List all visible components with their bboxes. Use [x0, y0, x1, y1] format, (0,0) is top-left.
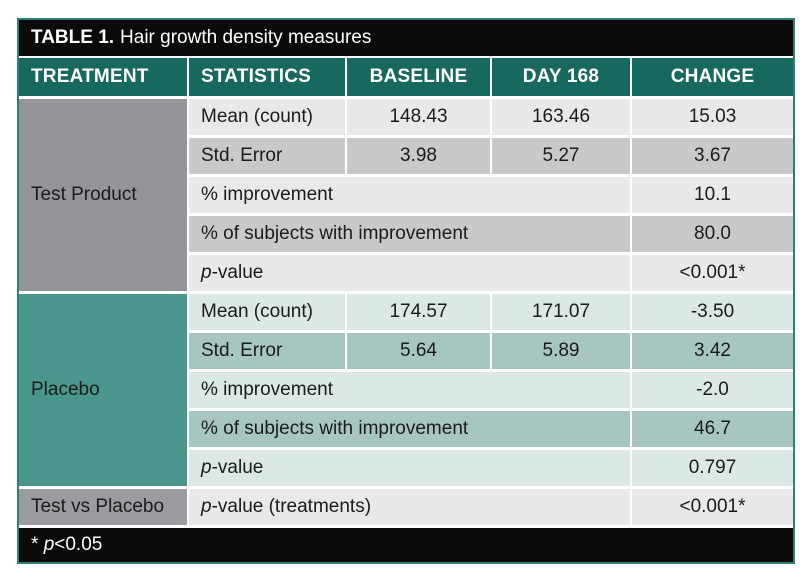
stat-label: Std. Error: [189, 138, 345, 174]
col-header-baseline: BASELINE: [347, 58, 490, 96]
col-header-change: CHANGE: [632, 58, 793, 96]
stat-label: p -value: [189, 450, 630, 486]
day168-value: 171.07: [492, 294, 630, 330]
stat-label: p -value (treatments): [189, 489, 630, 525]
table-row: % of subjects with improvement 80.0: [189, 216, 793, 252]
col-header-statistics: STATISTICS: [189, 58, 345, 96]
table-row: p -value <0.001*: [189, 255, 793, 291]
day168-value: 5.27: [492, 138, 630, 174]
p-rest: -value: [211, 457, 264, 478]
change-value: 46.7: [632, 411, 793, 447]
section-test-product: Test Product Mean (count) 148.43 163.46 …: [19, 99, 793, 291]
footnote-bar: * p <0.05: [19, 528, 793, 562]
stat-label: Std. Error: [189, 333, 345, 369]
stat-label: % improvement: [189, 177, 630, 213]
stat-label: % of subjects with improvement: [189, 411, 630, 447]
stat-label: Mean (count): [189, 294, 345, 330]
baseline-value: 174.57: [347, 294, 490, 330]
table-row: Std. Error 5.64 5.89 3.42: [189, 333, 793, 369]
table-row: % of subjects with improvement 46.7: [189, 411, 793, 447]
table-row: Std. Error 3.98 5.27 3.67: [189, 138, 793, 174]
change-value: <0.001*: [632, 255, 793, 291]
stat-label: % of subjects with improvement: [189, 216, 630, 252]
baseline-value: 5.64: [347, 333, 490, 369]
column-header-row: TREATMENT STATISTICS BASELINE DAY 168 CH…: [19, 58, 793, 96]
change-value: 3.67: [632, 138, 793, 174]
day168-value: 163.46: [492, 99, 630, 135]
day168-value: 5.89: [492, 333, 630, 369]
stat-label: Mean (count): [189, 99, 345, 135]
change-value: 3.42: [632, 333, 793, 369]
treatment-label-test-product: Test Product: [19, 99, 187, 291]
change-value: 15.03: [632, 99, 793, 135]
table-number: TABLE 1.: [31, 27, 115, 48]
p-italic: p: [201, 457, 212, 478]
stat-label: p -value: [189, 255, 630, 291]
table-row: % improvement 10.1: [189, 177, 793, 213]
footnote-asterisk: *: [31, 534, 44, 555]
treatment-label-placebo: Placebo: [19, 294, 187, 486]
table-title: Hair growth density measures: [120, 27, 372, 48]
change-value: 10.1: [632, 177, 793, 213]
section-test-vs-placebo: Test vs Placebo p -value (treatments) <0.…: [19, 489, 793, 525]
section-placebo: Placebo Mean (count) 174.57 171.07 -3.50…: [19, 294, 793, 486]
footnote-p-italic: p: [43, 534, 55, 555]
p-italic: p: [201, 262, 212, 283]
change-value: <0.001*: [632, 489, 793, 525]
stat-label: % improvement: [189, 372, 630, 408]
table-row: % improvement -2.0: [189, 372, 793, 408]
col-header-treatment: TREATMENT: [19, 58, 187, 96]
footnote-threshold: <0.05: [54, 534, 103, 555]
hair-growth-table: TABLE 1. Hair growth density measures TR…: [17, 18, 795, 564]
col-header-day168: DAY 168: [492, 58, 630, 96]
table-row: Mean (count) 148.43 163.46 15.03: [189, 99, 793, 135]
p-rest: -value (treatments): [211, 496, 372, 517]
p-rest: -value: [211, 262, 264, 283]
change-value: -2.0: [632, 372, 793, 408]
p-italic: p: [201, 496, 212, 517]
table-title-bar: TABLE 1. Hair growth density measures: [19, 20, 793, 56]
change-value: -3.50: [632, 294, 793, 330]
baseline-value: 3.98: [347, 138, 490, 174]
baseline-value: 148.43: [347, 99, 490, 135]
change-value: 80.0: [632, 216, 793, 252]
treatment-label-test-vs-placebo: Test vs Placebo: [19, 489, 187, 525]
change-value: 0.797: [632, 450, 793, 486]
table-row: p -value 0.797: [189, 450, 793, 486]
table-row: Mean (count) 174.57 171.07 -3.50: [189, 294, 793, 330]
